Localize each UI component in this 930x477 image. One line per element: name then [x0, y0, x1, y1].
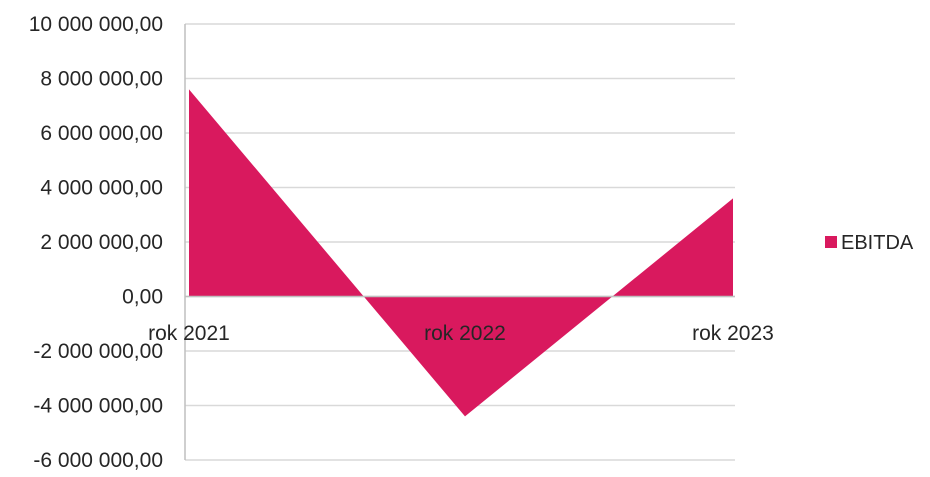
- y-tick-label: -2 000 000,00: [33, 340, 163, 363]
- legend-swatch-ebitda: [825, 236, 837, 248]
- x-tick-label: rok 2023: [692, 322, 774, 345]
- x-axis-ticks: rok 2021 rok 2022 rok 2023: [148, 322, 774, 345]
- y-tick-label: 2 000 000,00: [40, 231, 163, 254]
- y-tick-label: -6 000 000,00: [33, 449, 163, 472]
- y-tick-label: 10 000 000,00: [29, 13, 163, 36]
- y-axis-ticks: 10 000 000,00 8 000 000,00 6 000 000,00 4 0…: [29, 13, 163, 472]
- plot-area: [185, 89, 735, 417]
- y-tick-label: -4 000 000,00: [33, 395, 163, 418]
- y-tick-label: 8 000 000,00: [40, 68, 163, 91]
- y-tick-label: 4 000 000,00: [40, 177, 163, 200]
- legend-label-ebitda: EBITDA: [841, 232, 914, 254]
- y-tick-label: 0,00: [122, 286, 163, 309]
- y-tick-label: 6 000 000,00: [40, 122, 163, 145]
- x-tick-label: rok 2021: [148, 322, 230, 345]
- series-area-ebitda: [189, 89, 733, 417]
- x-tick-label: rok 2022: [424, 322, 506, 345]
- legend: EBITDA: [825, 232, 914, 254]
